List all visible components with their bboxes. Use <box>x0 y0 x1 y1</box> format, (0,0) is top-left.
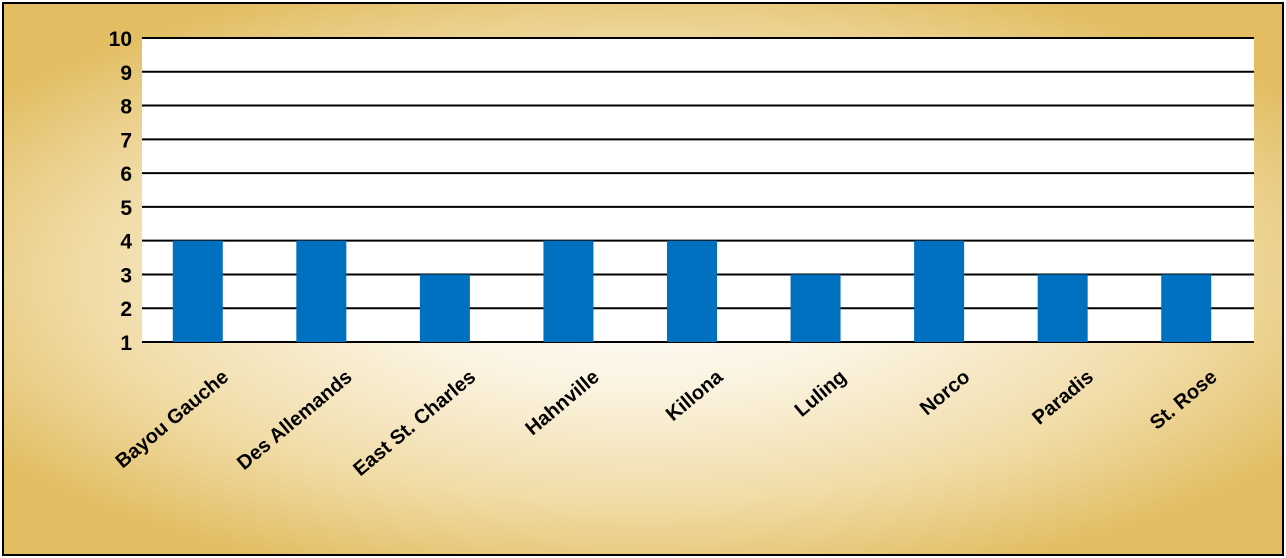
y-tick-label: 10 <box>109 28 132 51</box>
bar <box>172 240 223 342</box>
y-tick-label: 8 <box>120 96 132 119</box>
bar <box>1161 274 1212 342</box>
x-tick-label: Paradis <box>1028 366 1098 429</box>
y-tick-label: 7 <box>120 129 132 152</box>
x-tick-label: Des Allemands <box>233 366 356 475</box>
y-tick-label: 5 <box>120 197 132 220</box>
bar <box>667 240 717 342</box>
bar-chart: 1 2 3 4 5 6 7 8 9 10 Bayou Gauche Des AllemandsEas… <box>109 28 1254 481</box>
bar <box>543 240 594 342</box>
bar <box>790 274 841 342</box>
y-tick-label: 3 <box>120 264 132 287</box>
x-tick-label: Killona <box>662 365 728 425</box>
bar <box>296 240 347 342</box>
x-tick-label: St. Rose <box>1146 366 1221 434</box>
x-tick-label: Bayou Gauche <box>112 366 233 473</box>
y-tick-label: 9 <box>120 62 132 85</box>
y-tick-label: 2 <box>120 298 132 321</box>
y-tick-label: 1 <box>120 332 132 355</box>
x-tick-label: Luling <box>791 366 851 421</box>
y-axis-tick-labels: 1 2 3 4 5 6 7 8 9 10 <box>109 28 133 355</box>
x-tick-label: Hahnville <box>521 366 603 440</box>
bar <box>914 240 965 342</box>
y-tick-label: 4 <box>120 231 132 254</box>
bars <box>172 240 1212 342</box>
y-tick-label: 6 <box>120 163 132 186</box>
x-tick-label: Norco <box>916 366 974 420</box>
x-tick-label: East St. Charles <box>349 366 480 481</box>
bar <box>1037 274 1088 342</box>
bar <box>419 274 470 342</box>
